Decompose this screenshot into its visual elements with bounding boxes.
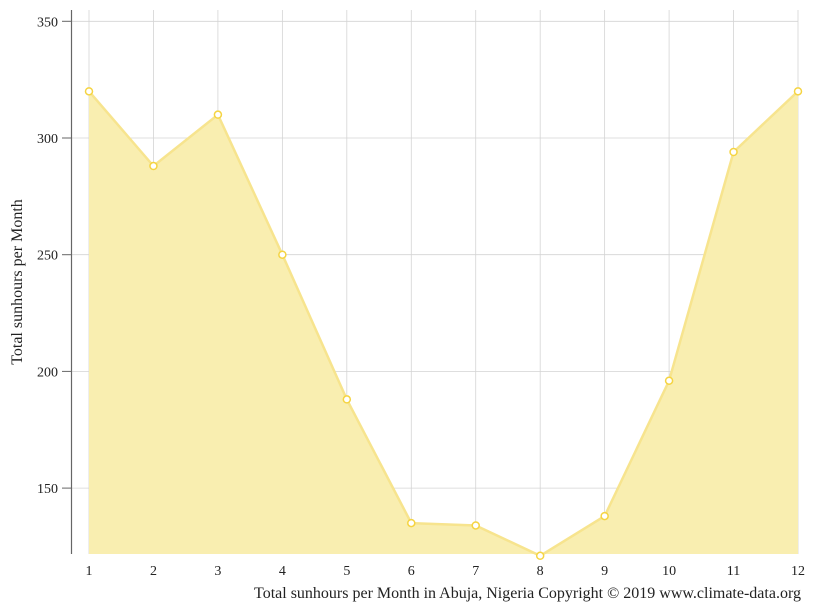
chart-caption: Total sunhours per Month in Abuja, Niger… bbox=[254, 585, 801, 602]
x-tick-label: 11 bbox=[727, 564, 740, 579]
area-fill bbox=[89, 91, 798, 556]
y-axis-label: Total sunhours per Month bbox=[9, 199, 26, 365]
y-tick-label: 350 bbox=[37, 15, 58, 30]
data-point bbox=[793, 87, 803, 96]
x-tick-label: 7 bbox=[472, 564, 479, 579]
x-tick-label: 6 bbox=[408, 564, 415, 579]
data-point bbox=[600, 511, 609, 521]
series-line bbox=[88, 90, 799, 558]
y-tick-label: 300 bbox=[37, 132, 58, 147]
data-point bbox=[342, 395, 352, 404]
y-tick-label: 250 bbox=[37, 249, 58, 264]
data-point bbox=[213, 110, 223, 119]
data-point bbox=[278, 250, 287, 259]
x-tick-label: 12 bbox=[791, 564, 805, 579]
data-point bbox=[535, 551, 545, 561]
y-tick-label: 200 bbox=[37, 365, 58, 380]
x-tick-label: 5 bbox=[343, 564, 350, 579]
x-tick-label: 1 bbox=[86, 564, 93, 579]
x-tick-label: 2 bbox=[150, 564, 157, 579]
data-point bbox=[407, 518, 416, 528]
y-tick-label: 150 bbox=[37, 482, 58, 497]
data-point bbox=[664, 376, 674, 385]
data-point bbox=[471, 521, 480, 530]
x-tick-label: 10 bbox=[662, 564, 676, 579]
x-tick-label: 3 bbox=[214, 564, 221, 579]
data-point bbox=[84, 87, 94, 96]
data-point bbox=[149, 161, 158, 171]
data-point bbox=[729, 147, 738, 157]
x-tick-label: 8 bbox=[537, 564, 544, 579]
x-tick-label: 9 bbox=[601, 564, 608, 579]
x-tick-label: 4 bbox=[279, 564, 286, 579]
